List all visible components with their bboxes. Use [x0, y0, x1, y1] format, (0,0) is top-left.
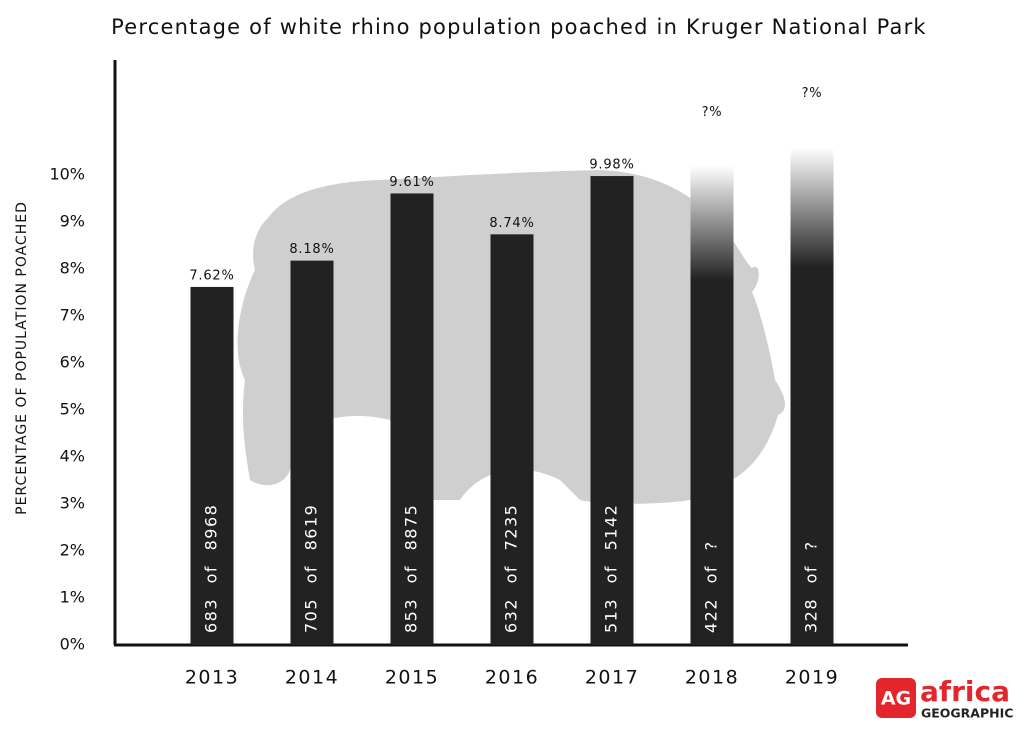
chart-title: Percentage of white rhino population poa… [111, 15, 927, 39]
y-tick-label: 6% [60, 353, 85, 372]
logo: AG africa GEOGRAPHIC [876, 675, 1013, 721]
value-label: 7.62% [189, 268, 234, 283]
bar [490, 234, 534, 645]
x-tick-label: 2014 [285, 667, 339, 689]
value-label: ?% [802, 86, 823, 101]
y-axis-label: PERCENTAGE OF POPULATION POACHED [14, 201, 30, 515]
bar-inner-label: 328 of ? [802, 540, 821, 633]
logo-badge [876, 678, 916, 718]
bar-inner-label: 683 of 8968 [202, 504, 221, 633]
bar-inner-label: 422 of ? [702, 540, 721, 633]
bar [390, 193, 434, 645]
x-tick-label: 2015 [385, 667, 439, 689]
y-tick-label: 8% [60, 259, 85, 278]
bar [790, 104, 834, 646]
x-tick-label: 2017 [585, 667, 639, 689]
bar-inner-label: 513 of 5142 [602, 504, 621, 633]
logo-sub: GEOGRAPHIC [921, 706, 1013, 721]
y-tick-label: 0% [60, 635, 85, 654]
value-label: ?% [702, 105, 723, 120]
bar [690, 123, 734, 646]
bar-inner-label: 632 of 7235 [502, 504, 521, 633]
x-tick-label: 2013 [185, 667, 239, 689]
logo-name: africa [920, 675, 1010, 708]
bar [190, 286, 234, 645]
y-tick-label: 3% [60, 494, 85, 513]
x-tick-label: 2016 [485, 667, 539, 689]
bar-inner-label: 705 of 8619 [302, 504, 321, 633]
y-tick-label: 9% [60, 212, 85, 231]
bar [290, 260, 334, 645]
y-tick-label: 2% [60, 541, 85, 560]
value-label: 9.98% [589, 158, 634, 173]
y-tick-label: 7% [60, 306, 85, 325]
y-tick-label: 1% [60, 588, 85, 607]
bar-inner-label: 853 of 8875 [402, 504, 421, 633]
logo-badge-text: AG [881, 688, 911, 710]
value-label: 8.18% [289, 242, 334, 257]
x-tick-label: 2018 [685, 667, 739, 689]
y-tick-label: 4% [60, 447, 85, 466]
y-tick-label: 10% [49, 165, 85, 184]
value-label: 8.74% [489, 216, 534, 231]
value-label: 9.61% [389, 175, 434, 190]
x-tick-label: 2019 [785, 667, 839, 689]
bar [590, 176, 634, 645]
y-tick-label: 5% [60, 400, 85, 419]
